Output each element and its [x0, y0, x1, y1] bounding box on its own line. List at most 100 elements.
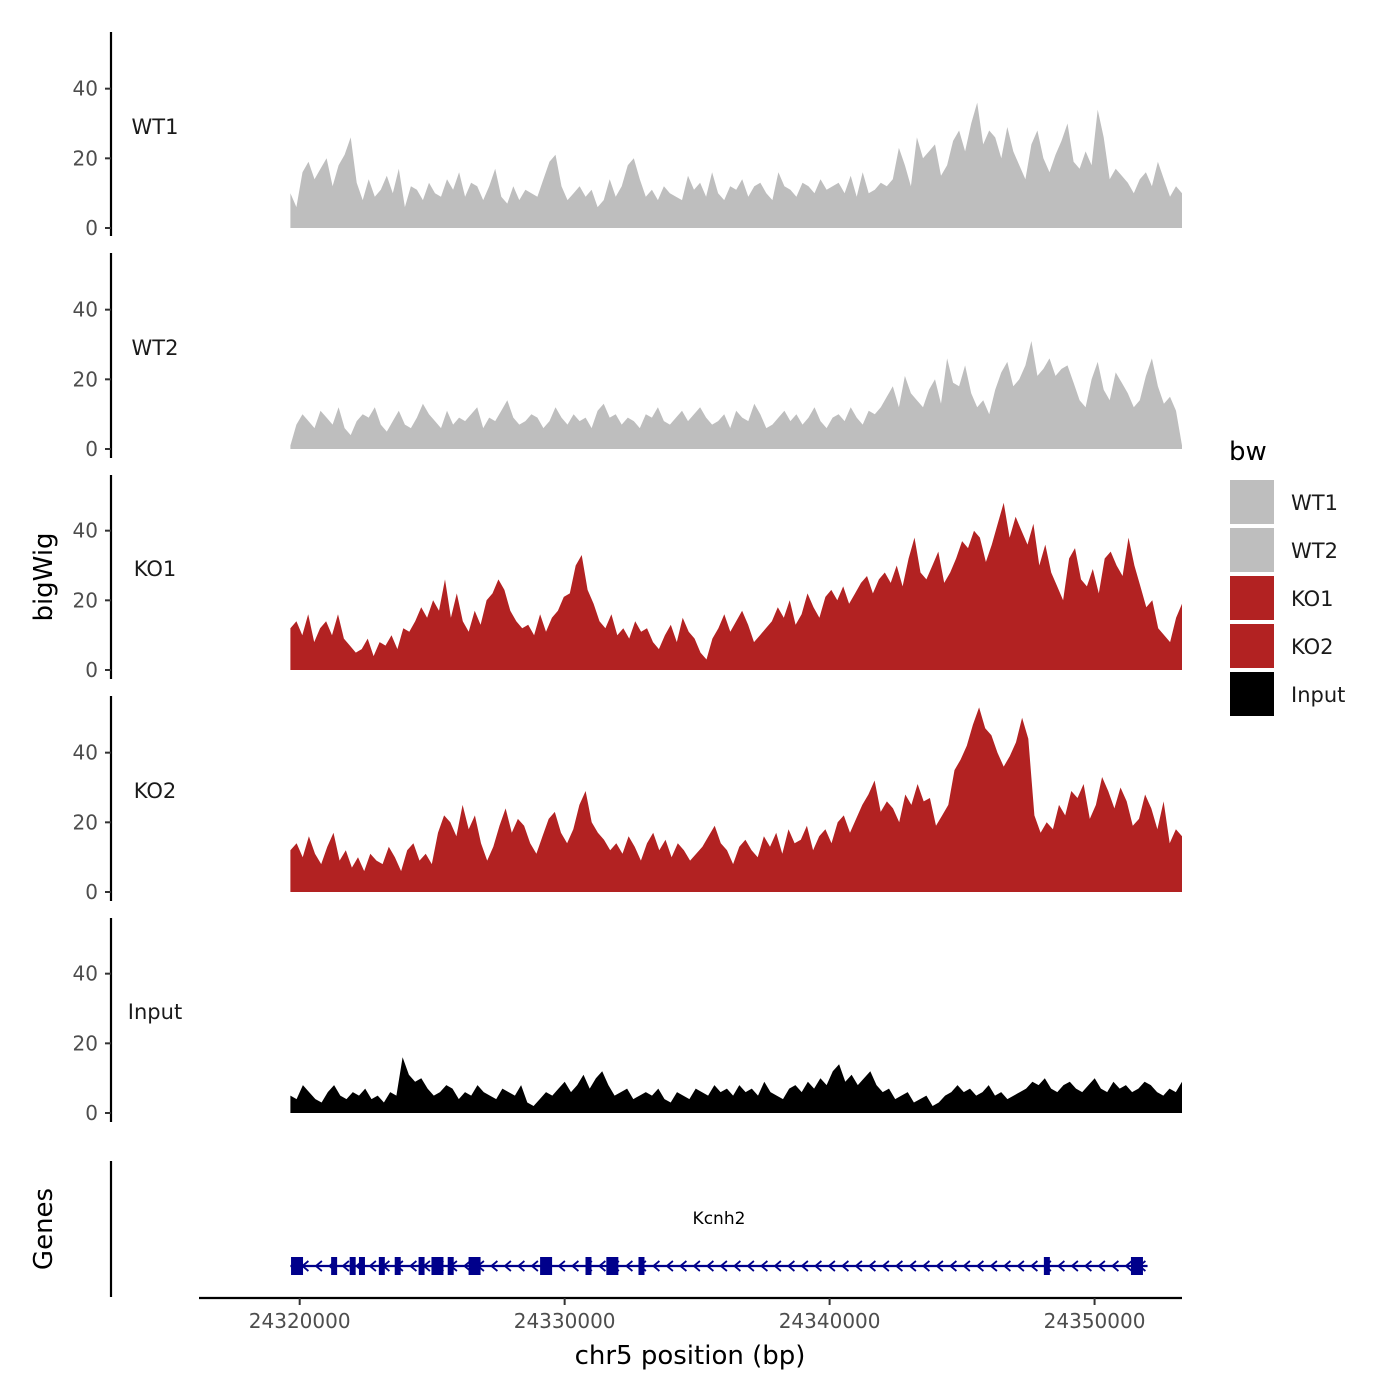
signal-area-wt2	[290, 341, 1182, 449]
strand-arrow	[341, 1260, 350, 1272]
exon-block	[540, 1257, 553, 1275]
signal-area-ko1	[290, 502, 1182, 670]
y-tick-label: 20	[73, 588, 98, 612]
y-tick-label: 40	[73, 962, 98, 986]
strand-arrow	[1070, 1260, 1079, 1272]
legend-swatch	[1230, 480, 1274, 524]
exon-block	[1130, 1257, 1143, 1275]
gene-track: Genes Kcnh2	[29, 1161, 1148, 1297]
strand-arrow	[787, 1260, 795, 1272]
strand-arrow	[1057, 1260, 1065, 1272]
x-ticks: 24320000 24330000 24340000 24350000	[249, 1298, 1146, 1333]
track-wt2: 0 20 40 WT2	[73, 253, 1182, 461]
track-label: KO1	[134, 557, 177, 581]
strand-arrow	[530, 1260, 539, 1272]
track-wt1: 0 20 40 WT1	[73, 32, 1182, 240]
strand-arrow	[746, 1260, 755, 1272]
strand-arrow	[1084, 1260, 1092, 1272]
track-label: WT1	[132, 115, 179, 139]
track-ko2: 0 20 40 KO2	[73, 696, 1182, 904]
strand-arrow	[557, 1260, 566, 1272]
y-tick-label: 0	[85, 437, 98, 461]
strand-arrow	[868, 1260, 876, 1272]
y-tick-label: 0	[85, 658, 98, 682]
legend-label: Input	[1291, 683, 1345, 707]
y-tick-label: 20	[73, 367, 98, 391]
x-axis-title: chr5 position (bp)	[575, 1341, 806, 1371]
strand-arrow	[841, 1260, 849, 1272]
track-label: KO2	[134, 779, 177, 803]
legend-label: WT2	[1291, 539, 1338, 563]
strand-arrow	[881, 1260, 890, 1272]
exon-block	[585, 1257, 592, 1275]
strand-arrow	[962, 1260, 971, 1272]
strand-arrow	[773, 1260, 782, 1272]
y-tick-label: 0	[85, 880, 98, 904]
strand-arrow	[935, 1260, 944, 1272]
track-label: Input	[128, 1000, 182, 1024]
signal-tracks: 0 20 40 WT1 0 20 40 WT2 0 20 40 KO1 0 20 40 KO2 0 20 40 Inp…	[73, 32, 1182, 1125]
strand-arrow	[949, 1260, 957, 1272]
strand-arrow	[463, 1260, 471, 1272]
strand-arrow	[692, 1260, 701, 1272]
legend-swatch	[1230, 576, 1274, 620]
signal-area-wt1	[290, 102, 1182, 228]
exon-block	[394, 1257, 401, 1275]
signal-area-ko2	[290, 707, 1182, 892]
strand-arrow	[665, 1260, 674, 1272]
legend: bw WT1 WT2 KO1 KO2 Input	[1229, 437, 1345, 716]
exon-block	[606, 1257, 619, 1275]
strand-arrow	[314, 1260, 323, 1272]
strand-arrow	[679, 1260, 687, 1272]
strand-arrow	[814, 1260, 822, 1272]
x-tick-label: 24330000	[514, 1309, 616, 1333]
legend-item: KO1	[1230, 576, 1334, 620]
signal-area-input	[290, 1057, 1182, 1113]
strand-arrow	[1016, 1260, 1025, 1272]
strand-arrow	[733, 1260, 741, 1272]
x-tick-label: 24320000	[249, 1309, 351, 1333]
strand-arrow	[895, 1260, 903, 1272]
strand-arrow	[1097, 1260, 1106, 1272]
legend-label: KO2	[1291, 635, 1334, 659]
exon-block	[418, 1257, 425, 1275]
strand-arrow	[652, 1260, 660, 1272]
strand-arrow	[598, 1260, 606, 1272]
x-axis: 24320000 24330000 24340000 24350000 chr5 po…	[199, 1296, 1182, 1371]
y-tick-label: 20	[73, 146, 98, 170]
exon-block	[291, 1257, 304, 1275]
strand-arrow	[760, 1260, 768, 1272]
strand-arrow	[1124, 1260, 1133, 1272]
y-tick-label: 40	[73, 298, 98, 322]
y-tick-label: 20	[73, 810, 98, 834]
y-axis-title: bigWig	[29, 532, 59, 621]
legend-label: KO1	[1291, 587, 1334, 611]
strand-arrow	[854, 1260, 863, 1272]
legend-swatch	[1230, 528, 1274, 572]
track-label: WT2	[132, 336, 179, 360]
strand-arrow	[490, 1260, 498, 1272]
legend-item: Input	[1230, 672, 1345, 716]
legend-item: WT1	[1230, 480, 1338, 524]
y-tick-label: 40	[73, 77, 98, 101]
y-tick-label: 20	[73, 1031, 98, 1055]
x-tick-label: 24350000	[1044, 1309, 1146, 1333]
gene-label: Kcnh2	[693, 1209, 746, 1229]
strand-arrow	[517, 1260, 525, 1272]
exon-block	[331, 1257, 338, 1275]
legend-swatch	[1230, 672, 1274, 716]
track-ko1: 0 20 40 KO1	[73, 475, 1182, 682]
strand-arrow	[989, 1260, 998, 1272]
y-tick-label: 40	[73, 519, 98, 543]
exon-block	[638, 1257, 645, 1275]
legend-swatch	[1230, 624, 1274, 668]
gene-track-title: Genes	[29, 1188, 59, 1270]
strand-arrow	[571, 1260, 579, 1272]
strand-arrow	[827, 1260, 836, 1272]
strand-arrow	[625, 1260, 633, 1272]
legend-item: KO2	[1230, 624, 1334, 668]
exon-block	[468, 1257, 481, 1275]
strand-arrow	[409, 1260, 417, 1272]
strand-arrow	[719, 1260, 728, 1272]
